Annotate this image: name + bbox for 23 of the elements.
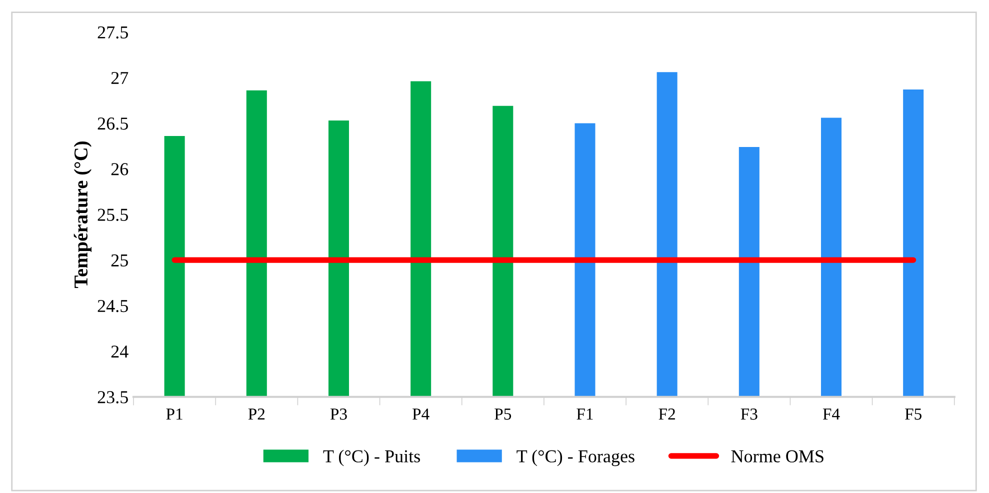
y-tick-label: 25 bbox=[111, 254, 128, 266]
y-tick-label: 23.5 bbox=[98, 391, 128, 404]
x-tick-label: F5 bbox=[905, 408, 922, 420]
x-tick-label: F1 bbox=[576, 408, 593, 420]
x-tick-label: P3 bbox=[330, 408, 347, 420]
x-tick-label: P5 bbox=[494, 408, 512, 420]
y-tick-label: 26.5 bbox=[98, 118, 128, 130]
legend-label: T (°C) - Forages bbox=[516, 450, 634, 466]
x-tick-label: P1 bbox=[166, 408, 182, 420]
y-tick-label: 27 bbox=[111, 72, 128, 84]
y-tick-label: 26 bbox=[111, 163, 128, 176]
legend-label: T (°C) - Puits bbox=[323, 450, 420, 466]
y-axis-title: Température (°C) bbox=[74, 141, 92, 288]
x-tick-label: P2 bbox=[248, 408, 265, 420]
y-tick-label: 25.5 bbox=[98, 208, 128, 221]
legend-label: Norme OMS bbox=[731, 450, 824, 462]
y-tick-label: 24.5 bbox=[98, 300, 128, 312]
x-tick-label: F4 bbox=[822, 408, 840, 420]
x-tick-label: F2 bbox=[658, 408, 675, 420]
x-tick-label: P4 bbox=[412, 408, 430, 420]
y-tick-label: 24 bbox=[111, 346, 128, 358]
y-tick-label: 27.5 bbox=[98, 26, 128, 39]
x-tick-label: F3 bbox=[740, 408, 758, 420]
